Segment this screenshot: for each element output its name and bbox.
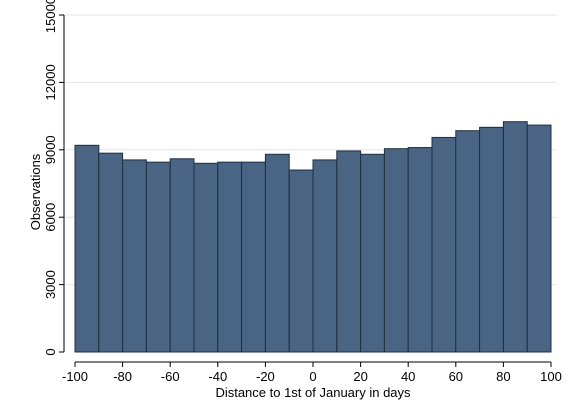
histogram-bars xyxy=(74,121,552,353)
x-axis-ticks: -100 -80 -60 -40 -20 0 20 40 60 80 100 xyxy=(62,362,562,384)
histogram-bar xyxy=(383,148,409,353)
y-tick-label: 3000 xyxy=(43,270,58,299)
x-tick-label: -100 xyxy=(62,369,88,384)
x-tick-label: 20 xyxy=(353,369,367,384)
x-tick-label: 100 xyxy=(540,369,562,384)
y-tick-label: 15000 xyxy=(43,0,58,33)
histogram-bar xyxy=(312,159,338,353)
histogram-bar xyxy=(74,144,100,353)
y-tick-label: 12000 xyxy=(43,64,58,100)
x-axis-label: Distance to 1st of January in days xyxy=(215,385,411,400)
histogram-bar xyxy=(407,147,433,353)
y-tick-label: 0 xyxy=(43,348,58,355)
histogram-bar xyxy=(264,153,290,353)
histogram-bar xyxy=(479,126,504,353)
histogram-bar xyxy=(431,136,457,353)
histogram-bar xyxy=(169,158,195,353)
histogram-bar xyxy=(526,124,552,353)
histogram-bar xyxy=(336,150,362,353)
histogram-bar xyxy=(288,169,314,353)
x-tick-label: 40 xyxy=(401,369,415,384)
x-tick-label: -60 xyxy=(161,369,180,384)
histogram-bar xyxy=(145,161,171,353)
histogram-bar xyxy=(217,161,243,353)
x-tick-label: 60 xyxy=(449,369,463,384)
histogram-bar xyxy=(122,159,147,353)
y-tick-label: 9000 xyxy=(43,135,58,164)
x-tick-label: -40 xyxy=(208,369,227,384)
x-tick-label: 80 xyxy=(496,369,510,384)
histogram-bar xyxy=(360,153,385,353)
histogram-bar xyxy=(455,130,481,353)
histogram-bar xyxy=(193,162,219,353)
y-tick-label: 6000 xyxy=(43,203,58,232)
x-tick-label: -20 xyxy=(256,369,275,384)
histogram-bar xyxy=(502,121,528,353)
histogram-bar xyxy=(98,152,124,353)
y-axis-ticks: 0 3000 6000 9000 12000 15000 xyxy=(43,0,64,356)
x-tick-label: -80 xyxy=(113,369,132,384)
x-tick-label: 0 xyxy=(309,369,316,384)
histogram-bar xyxy=(241,161,266,353)
y-axis-label: Observations xyxy=(28,153,43,230)
